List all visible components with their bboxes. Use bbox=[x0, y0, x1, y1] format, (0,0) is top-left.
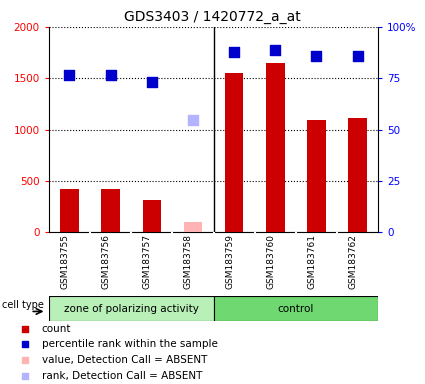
Text: control: control bbox=[278, 303, 314, 314]
Text: GSM183762: GSM183762 bbox=[348, 234, 358, 289]
Point bbox=[148, 79, 155, 85]
Bar bbox=[60, 189, 79, 232]
Point bbox=[66, 72, 73, 78]
Text: GDS3403 / 1420772_a_at: GDS3403 / 1420772_a_at bbox=[124, 10, 301, 23]
Point bbox=[272, 47, 279, 53]
Text: GSM183756: GSM183756 bbox=[102, 234, 111, 289]
Point bbox=[22, 341, 28, 348]
Point bbox=[313, 53, 320, 59]
Bar bbox=[225, 73, 244, 232]
Bar bbox=[142, 200, 161, 232]
Text: percentile rank within the sample: percentile rank within the sample bbox=[42, 339, 218, 349]
Bar bbox=[213, 296, 378, 321]
Point bbox=[22, 326, 28, 332]
Text: zone of polarizing activity: zone of polarizing activity bbox=[64, 303, 198, 314]
Text: GSM183761: GSM183761 bbox=[308, 234, 317, 289]
Bar bbox=[266, 63, 285, 232]
Bar bbox=[307, 120, 326, 232]
Point bbox=[190, 117, 196, 123]
Text: GSM183760: GSM183760 bbox=[266, 234, 275, 289]
Point bbox=[22, 373, 28, 379]
Text: GSM183757: GSM183757 bbox=[143, 234, 152, 289]
Text: GSM183759: GSM183759 bbox=[225, 234, 234, 289]
Bar bbox=[49, 296, 213, 321]
Bar bbox=[102, 189, 120, 232]
Text: rank, Detection Call = ABSENT: rank, Detection Call = ABSENT bbox=[42, 371, 202, 381]
Point bbox=[354, 53, 361, 59]
Bar bbox=[348, 118, 367, 232]
Text: GSM183758: GSM183758 bbox=[184, 234, 193, 289]
Point bbox=[231, 49, 238, 55]
Text: cell type: cell type bbox=[2, 300, 44, 310]
Bar bbox=[184, 222, 202, 232]
Point bbox=[107, 72, 114, 78]
Point bbox=[22, 357, 28, 363]
Text: value, Detection Call = ABSENT: value, Detection Call = ABSENT bbox=[42, 355, 207, 365]
Text: GSM183755: GSM183755 bbox=[60, 234, 69, 289]
Text: count: count bbox=[42, 324, 71, 334]
